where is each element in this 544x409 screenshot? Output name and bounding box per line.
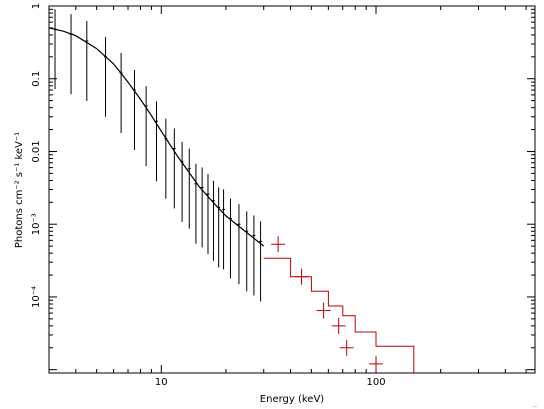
axis-tick-labels: 10 100 1 0.1 0.01 10⁻³ 10⁻⁴ — [31, 3, 386, 388]
data-point-soft — [217, 187, 221, 268]
y-tick-label: 0.1 — [31, 71, 42, 87]
x-tick-label: 100 — [366, 377, 385, 388]
series-layer — [48, 9, 415, 373]
data-point-soft — [206, 174, 210, 255]
data-point-soft — [154, 101, 158, 182]
data-point-soft — [132, 70, 136, 151]
data-point-soft — [180, 141, 184, 222]
data-point-hard — [294, 268, 309, 285]
y-axis-label: Photons cm⁻² s⁻¹ keV⁻¹ — [14, 132, 25, 248]
data-point-soft — [172, 128, 176, 209]
data-point-soft — [164, 118, 168, 199]
y-tick-label: 10⁻⁴ — [31, 286, 42, 308]
data-point-soft — [69, 14, 73, 95]
data-point-soft — [104, 36, 108, 117]
y-tick-label: 10⁻³ — [31, 213, 42, 235]
data-point-hard — [271, 236, 286, 253]
data-point-soft — [85, 21, 89, 102]
y-tick-label: 0.01 — [31, 140, 42, 162]
model-curve — [48, 27, 265, 247]
data-point-soft — [119, 52, 123, 133]
data-point-soft — [194, 163, 198, 244]
data-point-soft — [245, 211, 249, 292]
data-point-soft — [252, 215, 256, 296]
data-point-soft — [228, 198, 232, 279]
data-point-soft — [237, 204, 241, 285]
data-point-soft — [211, 180, 215, 261]
data-point-hard — [369, 355, 384, 372]
data-point-soft — [53, 9, 57, 90]
y-tick-label: 1 — [31, 3, 42, 9]
data-point-soft — [200, 167, 204, 248]
data-point-soft — [222, 189, 226, 270]
plot-frame — [48, 5, 536, 374]
x-tick-label: 10 — [155, 377, 168, 388]
data-point-soft — [144, 86, 148, 167]
data-point-hard — [331, 317, 346, 334]
model-step — [263, 257, 415, 373]
data-point-soft — [187, 148, 191, 229]
axis-ticks — [48, 5, 535, 374]
data-point-soft — [259, 221, 263, 302]
x-axis-label: Energy (keV) — [260, 394, 325, 405]
corner-note: ... — [532, 402, 538, 409]
data-point-hard — [316, 302, 331, 319]
data-point-hard — [339, 339, 354, 356]
